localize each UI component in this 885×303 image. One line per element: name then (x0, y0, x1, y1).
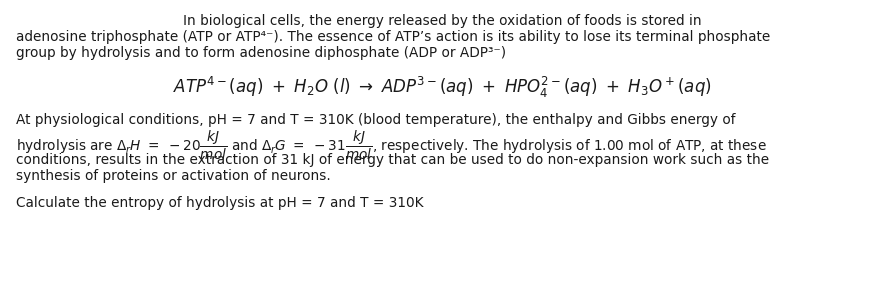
Text: conditions, results in the extraction of 31 kJ of energy that can be used to do : conditions, results in the extraction of… (16, 153, 769, 167)
Text: Calculate the entropy of hydrolysis at pH = 7 and T = 310K: Calculate the entropy of hydrolysis at p… (16, 196, 423, 210)
Text: group by hydrolysis and to form adenosine diphosphate (ADP or ADP³⁻): group by hydrolysis and to form adenosin… (16, 46, 506, 60)
Text: In biological cells, the energy released by the oxidation of foods is stored in: In biological cells, the energy released… (183, 14, 702, 28)
Text: synthesis of proteins or activation of neurons.: synthesis of proteins or activation of n… (16, 169, 331, 183)
Text: adenosine triphosphate (ATP or ATP⁴⁻). The essence of ATP’s action is its abilit: adenosine triphosphate (ATP or ATP⁴⁻). T… (16, 30, 770, 44)
Text: hydrolysis are $\Delta_r H\ =\ -20\dfrac{kJ}{mol}$ and $\Delta_r G\ =\ -31\dfrac: hydrolysis are $\Delta_r H\ =\ -20\dfrac… (16, 129, 766, 162)
Text: At physiological conditions, pH = 7 and T = 310K (blood temperature), the enthal: At physiological conditions, pH = 7 and … (16, 113, 735, 127)
Text: $\mathit{ATP}^{4-}\mathit{(aq)}\ +\ \mathit{H_2O}\ \mathit{(l)}\ \rightarrow\ \m: $\mathit{ATP}^{4-}\mathit{(aq)}\ +\ \mat… (173, 75, 712, 100)
